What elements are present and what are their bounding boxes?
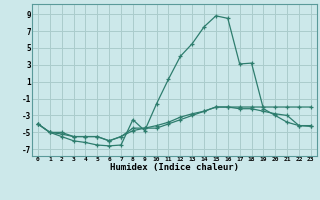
X-axis label: Humidex (Indice chaleur): Humidex (Indice chaleur) bbox=[110, 163, 239, 172]
